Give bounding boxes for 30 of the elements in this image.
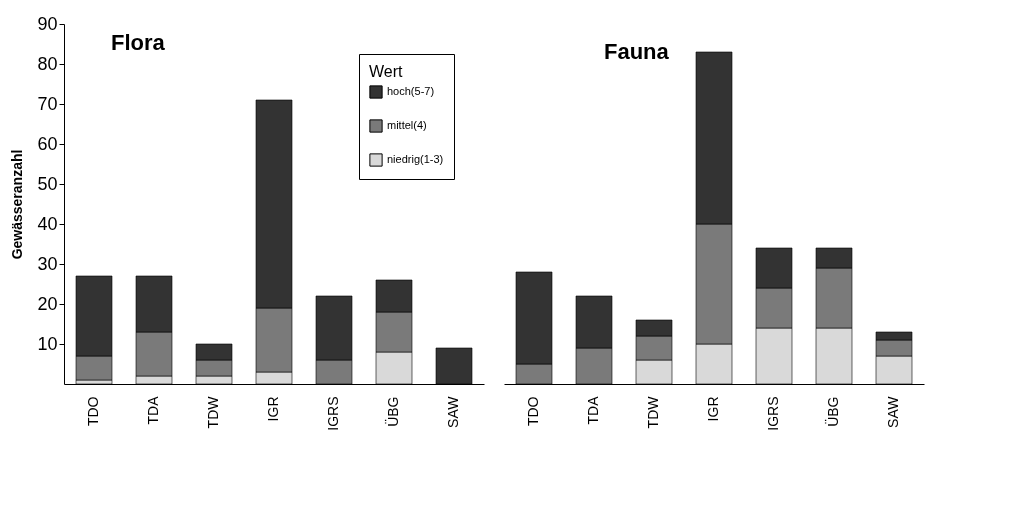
x-tick-label: TDO [85, 396, 101, 427]
x-tick-label: ÜBG [824, 396, 841, 427]
x-tick-label: SAW [885, 395, 901, 428]
y-tick-label: 10 [37, 333, 58, 354]
x-tick-label: TDA [145, 395, 161, 425]
y-axis-title: Gewässeranzahl [9, 149, 26, 260]
x-tick-label: ÜBG [384, 396, 401, 427]
legend-label: mittel(4) [387, 119, 427, 131]
legend-label: niedrig(1-3) [387, 153, 444, 165]
x-tick-label: IGRS [325, 396, 341, 431]
y-tick-label: 20 [37, 293, 58, 314]
y-tick-label: 70 [37, 93, 58, 114]
x-tick-label: TDA [585, 395, 601, 425]
x-tick-label: IGR [705, 396, 721, 422]
x-tick-label: SAW [445, 395, 461, 428]
y-tick-label: 80 [37, 53, 58, 74]
chart-title: Flora [110, 30, 166, 55]
text: Fauna [604, 39, 670, 64]
x-tick-label: TDW [205, 395, 221, 429]
y-tick-label: 50 [37, 173, 58, 194]
x-tick-label: TDW [645, 395, 661, 429]
legend-label: hoch(5-7) [387, 85, 435, 97]
x-tick-label: IGRS [765, 396, 781, 431]
legend-title: Wert [369, 63, 404, 80]
x-tick-label: IGR [265, 396, 281, 422]
x-tick-label: TDO [525, 396, 541, 427]
y-tick-label: 60 [37, 133, 58, 154]
y-tick-label: 30 [37, 253, 58, 274]
y-tick-label: 40 [37, 213, 58, 234]
y-tick-label: 90 [37, 13, 58, 34]
